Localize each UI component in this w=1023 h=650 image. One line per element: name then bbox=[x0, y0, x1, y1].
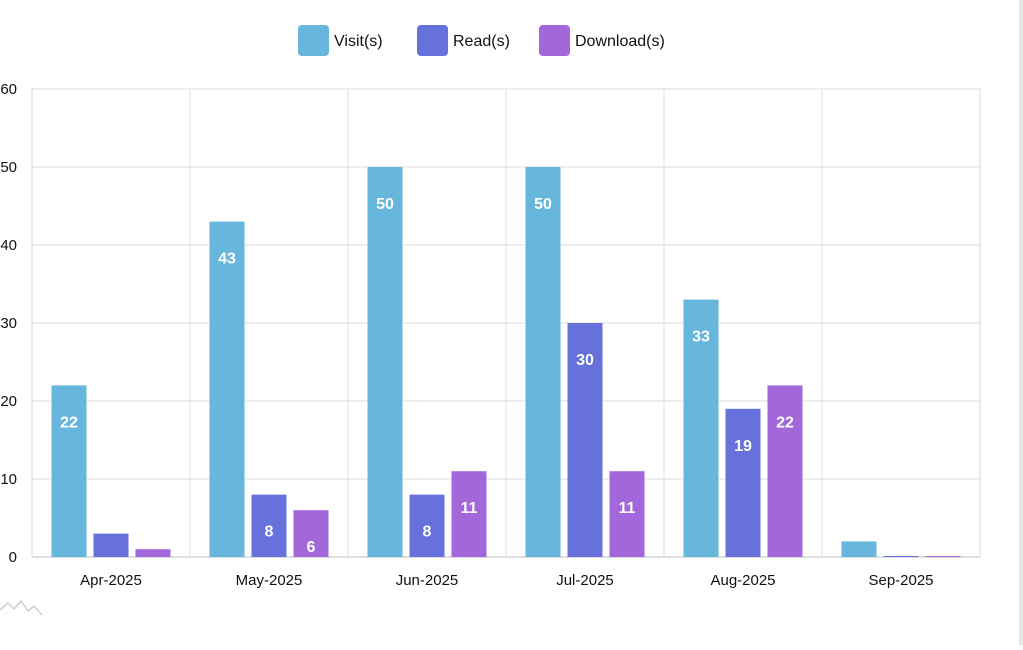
y-tick-label: 10 bbox=[0, 471, 17, 488]
y-tick-label: 40 bbox=[0, 237, 17, 254]
bar-value-label: 43 bbox=[218, 251, 236, 268]
bar bbox=[609, 471, 645, 557]
bar-value-label: 22 bbox=[60, 414, 78, 431]
bar bbox=[883, 556, 919, 557]
y-axis: 0 10 20 30 40 50 60 bbox=[0, 81, 17, 566]
bar-value-label: 22 bbox=[776, 414, 794, 431]
bar-value-label: 30 bbox=[576, 352, 594, 369]
y-tick-label: 20 bbox=[0, 393, 17, 410]
bar bbox=[51, 385, 87, 557]
legend-swatch bbox=[417, 25, 448, 56]
x-tick-label: Sep-2025 bbox=[868, 572, 933, 589]
x-tick-label: May-2025 bbox=[236, 572, 303, 589]
grid-lines bbox=[31, 88, 981, 558]
bar-value-label: 50 bbox=[534, 196, 552, 213]
bar bbox=[209, 221, 245, 557]
bar bbox=[567, 323, 603, 557]
y-tick-label: 30 bbox=[0, 315, 17, 332]
bar-value-label: 6 bbox=[307, 539, 316, 556]
bar bbox=[925, 556, 961, 557]
x-axis: Apr-2025 May-2025 Jun-2025 Jul-2025 Aug-2025… bbox=[80, 572, 933, 589]
x-tick-label: Jun-2025 bbox=[396, 572, 459, 589]
bar-value-label: 8 bbox=[423, 524, 432, 541]
legend-swatch bbox=[298, 25, 329, 56]
bar-value-label: 33 bbox=[692, 329, 710, 346]
legend-swatch bbox=[539, 25, 570, 56]
scrollbar-edge bbox=[1019, 0, 1023, 645]
chart-logo bbox=[0, 600, 43, 616]
bar-value-label: 8 bbox=[265, 524, 274, 541]
bar bbox=[725, 408, 761, 557]
bar-value-label: 50 bbox=[376, 196, 394, 213]
y-tick-label: 50 bbox=[0, 159, 17, 176]
bar bbox=[683, 299, 719, 557]
bars bbox=[51, 167, 961, 557]
bar-value-label: 11 bbox=[619, 500, 636, 517]
bar bbox=[451, 471, 487, 557]
y-tick-label: 60 bbox=[0, 81, 17, 98]
legend-label: Visit(s) bbox=[334, 33, 383, 50]
x-tick-label: Jul-2025 bbox=[556, 572, 614, 589]
bar-value-label: 11 bbox=[461, 500, 478, 517]
legend-label: Read(s) bbox=[453, 33, 510, 50]
x-tick-label: Apr-2025 bbox=[80, 572, 142, 589]
legend: Visit(s) Read(s) Download(s) bbox=[298, 25, 665, 56]
bar bbox=[525, 167, 561, 557]
legend-label: Download(s) bbox=[575, 33, 665, 50]
bar-value-label: 19 bbox=[734, 438, 752, 455]
data-labels: 22 43 8 6 50 8 11 50 30 11 33 19 22 bbox=[60, 196, 794, 556]
bar bbox=[251, 494, 287, 557]
bar bbox=[293, 510, 329, 557]
bar bbox=[135, 549, 171, 557]
bar bbox=[409, 494, 445, 557]
bar bbox=[93, 533, 129, 557]
bar bbox=[367, 167, 403, 557]
x-tick-label: Aug-2025 bbox=[710, 572, 775, 589]
bar bbox=[841, 541, 877, 557]
bar bbox=[767, 385, 803, 557]
chart-logo-icon bbox=[0, 600, 43, 616]
y-tick-label: 0 bbox=[9, 549, 17, 566]
